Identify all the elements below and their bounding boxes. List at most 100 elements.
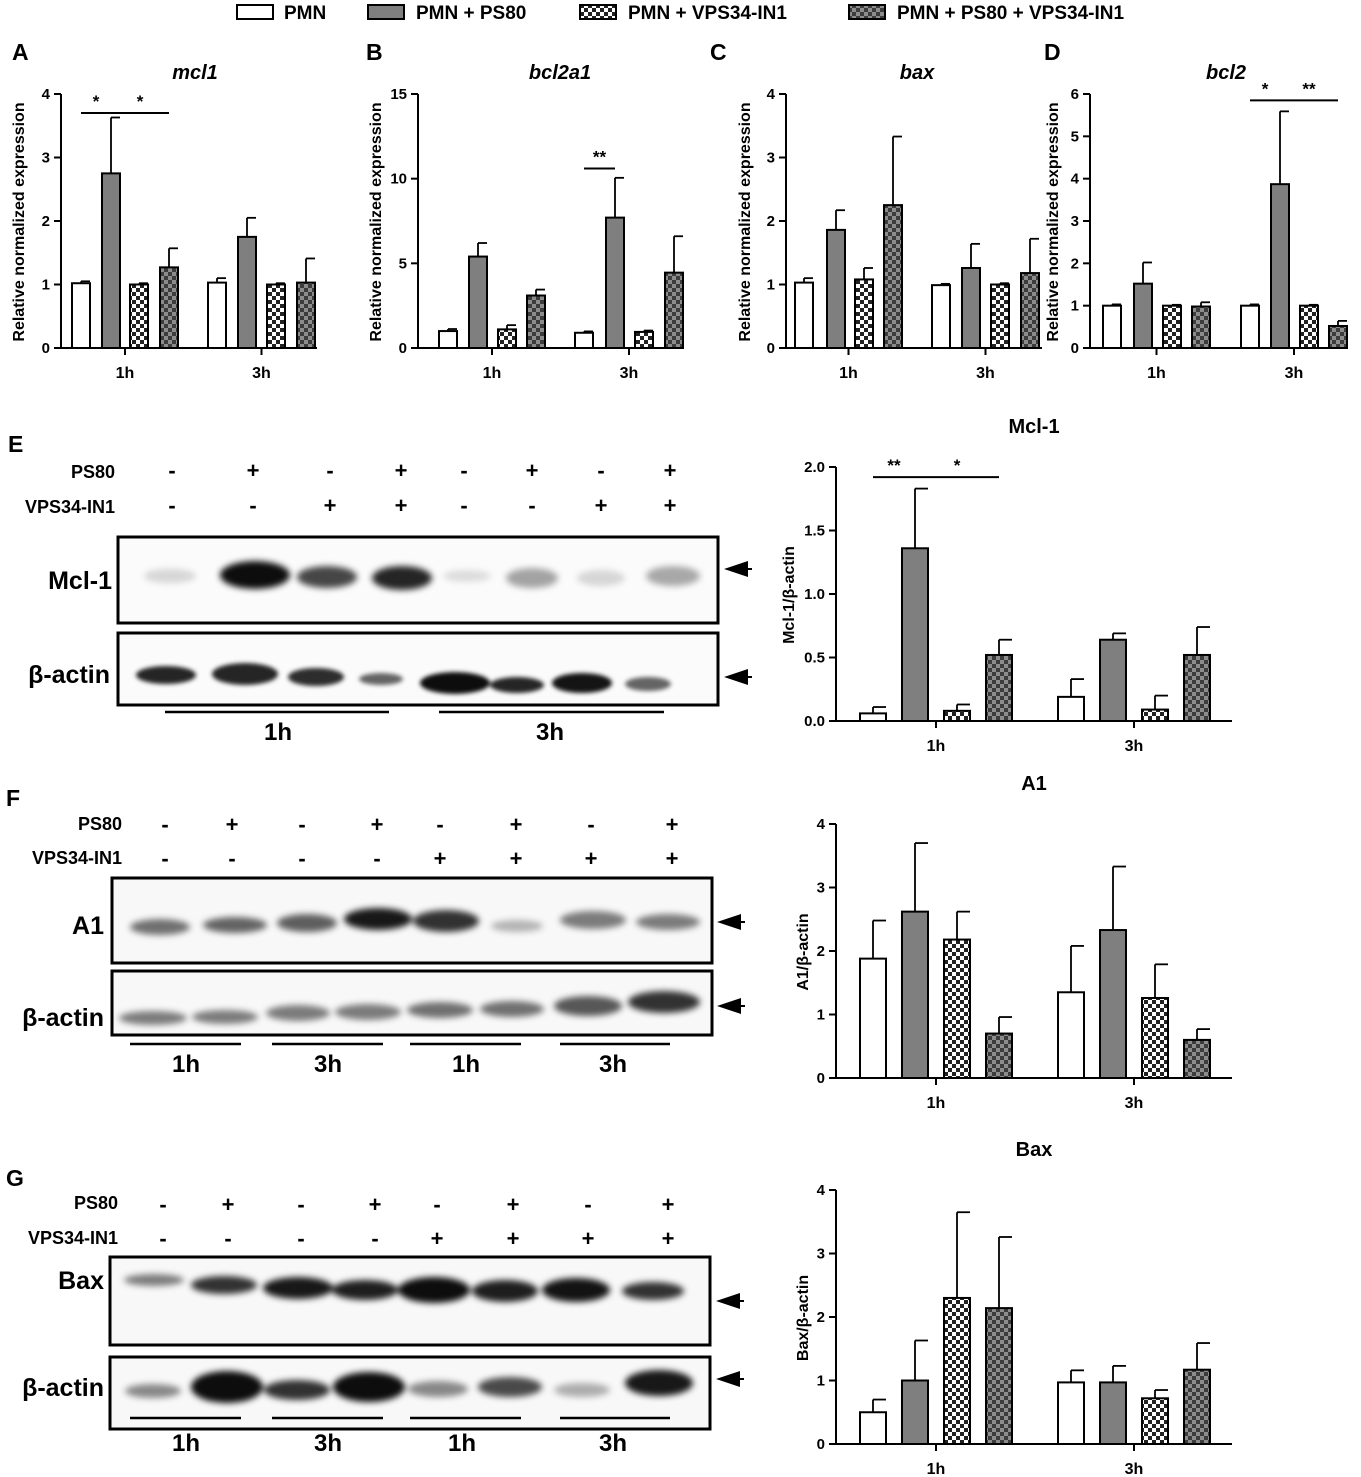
sign-ps80-6: + — [526, 458, 539, 483]
bar — [931, 284, 951, 350]
panel-letter-d: D — [1044, 39, 1061, 65]
sign-ps80-7: - — [597, 458, 604, 483]
blot-panel-g: G PS80 VPS34-IN1 - + - + - + - + - - - -… — [6, 1165, 744, 1457]
sign-vps34-6: + — [507, 1226, 520, 1251]
time-group-label: 3h — [599, 1430, 627, 1457]
bar — [605, 216, 625, 349]
band — [333, 1372, 405, 1402]
x-tick-label: 3h — [620, 365, 639, 382]
sign-ps80-2: + — [247, 458, 260, 483]
chart-bax-protein: 0 1 2 3 4 1h 3h — [817, 1182, 1232, 1477]
panel-letter-e: E — [8, 431, 23, 457]
sign-vps34-8: + — [666, 846, 679, 871]
x-tick-label: 3h — [252, 365, 271, 382]
blot-band-label-beta-actin-f: β-actin — [22, 1004, 104, 1032]
blot-treatment-signs: - + - + - + - + - - - - + + + + — [161, 812, 678, 871]
x-tick-label: 1h — [927, 1095, 946, 1112]
legend-swatch-pmn-ps80-vps34 — [848, 4, 886, 20]
time-group-label: 1h — [172, 1430, 200, 1457]
bar — [961, 266, 981, 349]
y-tick-label: 3 — [817, 880, 825, 897]
chart-bax: 0 1 2 3 4 1h 3h — [767, 86, 1042, 382]
arrow-icon — [717, 998, 741, 1014]
arrow-icon — [717, 914, 741, 930]
panel-title-bcl2: bcl2 — [1206, 62, 1246, 84]
sign-vps34-5: - — [460, 493, 467, 518]
sign-vps34-8: + — [664, 493, 677, 518]
time-group-label: 1h — [452, 1051, 480, 1078]
bar — [1057, 695, 1085, 722]
y-tick-label: 2 — [1071, 255, 1079, 272]
panel-title-mcl1: mcl1 — [172, 62, 218, 84]
blot-treatment-signs: - + - + - + - + - - + + - - + + — [168, 458, 676, 518]
panel-letter-a: A — [12, 39, 29, 65]
band — [125, 1384, 181, 1398]
time-group-label: 1h — [448, 1430, 476, 1457]
blot-row-label-vps34: VPS34-IN1 — [32, 848, 122, 868]
y-axis-label-c: Relative normalized expression — [737, 102, 754, 341]
legend-swatch-pmn-ps80 — [367, 4, 405, 20]
y-tick-label: 5 — [399, 255, 407, 272]
band — [130, 919, 190, 935]
panel-title-bcl2a1: bcl2a1 — [529, 62, 591, 84]
blot-membrane-beta-actin-f — [110, 969, 714, 1037]
y-tick-label: 3 — [42, 150, 50, 167]
band — [263, 1277, 333, 1299]
arrow-icon — [724, 669, 748, 685]
y-tick-label: 4 — [42, 86, 51, 103]
blot-membrane-bax — [108, 1255, 712, 1347]
bar — [901, 1379, 929, 1445]
bar — [1299, 304, 1319, 349]
bar — [1141, 1397, 1169, 1446]
band — [398, 1277, 470, 1303]
y-tick-label: 4 — [1071, 171, 1080, 188]
sign-ps80-6: + — [510, 812, 523, 837]
bar — [1240, 304, 1260, 349]
x-tick-label: 3h — [1125, 1461, 1144, 1477]
band — [408, 1381, 468, 1397]
sign-vps34-3: + — [324, 493, 337, 518]
y-tick-label: 0 — [767, 340, 775, 357]
y-tick-label: 3 — [817, 1246, 825, 1263]
time-group-label: 3h — [314, 1051, 342, 1078]
bar — [1191, 305, 1211, 350]
x-tick-label: 1h — [927, 738, 946, 755]
panel-letter-f: F — [6, 785, 20, 811]
panel-title-mcl-1: Mcl-1 — [1008, 416, 1059, 438]
bar — [985, 1307, 1013, 1445]
bar — [901, 547, 929, 723]
bar — [943, 1296, 971, 1445]
y-axis-label-d: Relative normalized expression — [1045, 102, 1062, 341]
y-tick-label: 2 — [817, 943, 825, 960]
band — [472, 1280, 538, 1302]
y-tick-label: 1.5 — [804, 523, 825, 540]
band — [506, 568, 558, 588]
blot-panel-f: F PS80 VPS34-IN1 - + - + - + - + - - - -… — [6, 785, 745, 1078]
bar — [101, 172, 121, 349]
band — [646, 566, 700, 586]
panel-title-bax-protein: Bax — [1016, 1139, 1053, 1161]
sign-vps34-1: - — [159, 1226, 166, 1251]
sign-ps80-8: + — [666, 812, 679, 837]
significance-label: * — [137, 92, 144, 111]
blot-bands-beta-actin-e — [136, 663, 671, 694]
sign-ps80-2: + — [222, 1192, 235, 1217]
y-axis-label-f: A1/β-actin — [795, 913, 812, 990]
band — [554, 996, 622, 1016]
band — [372, 566, 432, 590]
band — [264, 1380, 330, 1400]
sign-ps80-3: - — [326, 458, 333, 483]
bar — [985, 653, 1013, 723]
sign-ps80-4: + — [371, 812, 384, 837]
band — [288, 668, 344, 686]
bar — [438, 330, 458, 350]
sign-vps34-3: - — [298, 846, 305, 871]
time-group-label: 3h — [599, 1051, 627, 1078]
bar — [296, 281, 316, 349]
bar — [794, 281, 814, 349]
wb-quant-labels: Mcl-1 Mcl-1/β-actin A1 A1/β-actin Bax Ba… — [781, 416, 1060, 1361]
bar — [1141, 708, 1169, 723]
y-tick-label: 0 — [42, 340, 50, 357]
sign-ps80-6: + — [507, 1192, 520, 1217]
